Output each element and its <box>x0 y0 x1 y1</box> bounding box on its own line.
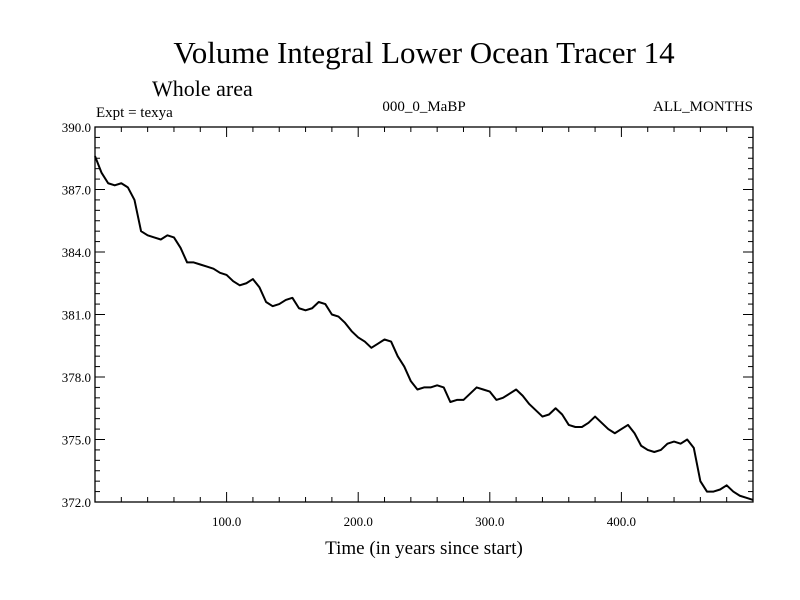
x-axis-title: Time (in years since start) <box>325 538 523 559</box>
plot-frame <box>94 126 754 503</box>
x-axis: 100.0 200.0 300.0 400.0 <box>120 127 728 529</box>
experiment-label: Expt = texya <box>96 105 173 121</box>
y-tick-label: 387.0 <box>62 183 91 198</box>
y-axis: 372.0 375.0 378.0 381.0 384.0 387.0 390.0 <box>62 120 753 510</box>
y-tick-label: 378.0 <box>62 370 91 385</box>
x-tick-label: 200.0 <box>344 514 373 529</box>
x-tick-label: 400.0 <box>607 514 636 529</box>
chart-title: Volume Integral Lower Ocean Tracer 14 <box>173 35 675 70</box>
period-label: 000_0_MaBP <box>382 99 465 115</box>
series-line <box>94 155 754 501</box>
y-tick-label: 384.0 <box>62 245 91 260</box>
chart-subtitle: Whole area <box>152 76 253 101</box>
x-tick-label: 100.0 <box>212 514 241 529</box>
y-tick-label: 390.0 <box>62 120 91 135</box>
y-tick-label: 375.0 <box>62 433 91 448</box>
months-label: ALL_MONTHS <box>653 99 753 115</box>
x-tick-label: 300.0 <box>475 514 504 529</box>
y-tick-label: 381.0 <box>62 308 91 323</box>
y-tick-label: 372.0 <box>62 495 91 510</box>
